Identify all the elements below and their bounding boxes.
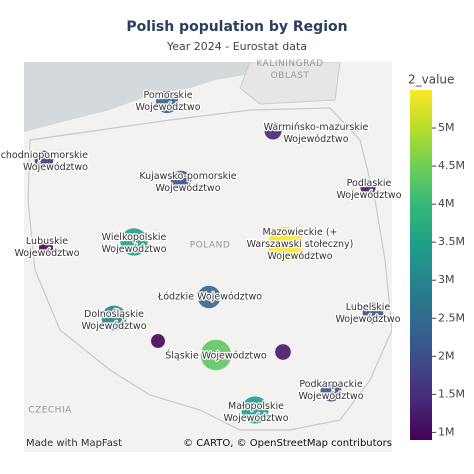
bubble — [359, 178, 377, 196]
colorbar-tick-label: 2M — [438, 349, 455, 362]
map-label: KALININGRAD OBLAST — [256, 59, 323, 81]
bubble — [197, 285, 221, 309]
map-label: CZECHIA — [28, 406, 72, 416]
chart-title: Polish population by Region — [126, 19, 347, 35]
region-label: Łódzkie Województwo — [157, 292, 262, 303]
colorbar-tick-label: 5M — [438, 121, 455, 134]
credit: © CARTO, © OpenStreetMap contributors — [183, 438, 392, 449]
sea — [24, 62, 250, 132]
bubble — [155, 90, 179, 114]
bubble — [267, 226, 303, 262]
map-label: POLAND — [190, 241, 231, 251]
colorbar-tick-label: 4.5M — [438, 159, 465, 172]
colorbar-tick-label: 3.5M — [438, 235, 465, 248]
region-label: Podkarpackie Województwo — [298, 379, 363, 402]
region-label: Kujawsko-pomorskie Województwo — [139, 171, 236, 194]
colorbar-title: 2_value — [408, 73, 454, 87]
region-label: Pomorskie Województwo — [135, 90, 200, 113]
colorbar-tick-label: 1.5M — [438, 387, 465, 400]
region-label: Mazowieckie (+ Warszawski stołeczny) Wojew… — [247, 227, 354, 262]
region-label: Dolnośląskie Województwo — [81, 309, 146, 332]
colorbar-tick-label: 4M — [438, 197, 455, 210]
bubble — [119, 227, 149, 257]
bubble — [240, 395, 270, 425]
region-label: ZachodniopomorskieWojewództwo — [0, 150, 88, 173]
bubble — [319, 379, 343, 403]
bubble — [150, 333, 166, 349]
bubble — [274, 343, 292, 361]
region-label: Śląskie Województwo — [165, 350, 267, 362]
bubble — [263, 121, 283, 141]
region-label: Małopolskie Województwo — [223, 401, 288, 424]
region-label: Wielkopolskie Województwo — [101, 232, 166, 255]
border — [27, 107, 392, 431]
chart-subtitle: Year 2024 - Eurostat data — [166, 40, 307, 53]
region-label: Podlaskie Województwo — [336, 178, 401, 201]
colorbar — [410, 90, 432, 440]
region-label: Lubelskie Województwo — [335, 302, 400, 325]
kaliningrad — [239, 62, 341, 105]
bubble — [200, 339, 232, 371]
region-label: Warmińsko-mazurskie Województwo — [264, 122, 369, 145]
bubble — [38, 240, 54, 256]
colorbar-tick-label: 1M — [438, 425, 455, 438]
bubble — [101, 305, 127, 331]
region-label: Lubuskie Województwo — [14, 236, 79, 259]
bubble — [170, 170, 192, 192]
bubble — [34, 150, 54, 170]
colorbar-tick-label: 3M — [438, 273, 455, 286]
map — [24, 62, 392, 452]
bubble — [362, 302, 384, 324]
colorbar-tick-label: 2.5M — [438, 311, 465, 324]
credit: Made with MapFast — [26, 438, 122, 449]
bubbles — [34, 90, 384, 425]
